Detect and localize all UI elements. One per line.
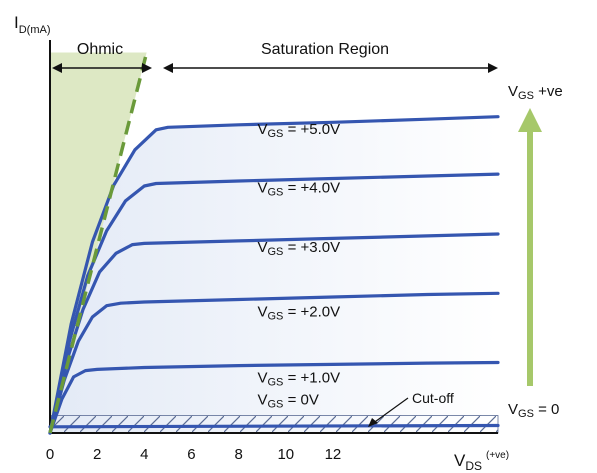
cutoff-pointer-head (368, 418, 378, 427)
curve-label: VGS = 0V (257, 392, 318, 411)
curves (48, 115, 500, 435)
x-axis-label: VDS(+ve) (454, 450, 509, 473)
curve-line (48, 115, 500, 435)
x-tick-label: 0 (46, 446, 54, 463)
curve-labels: VGS = 0V VGS = +1.0V VGS = +2.0V VGS = +3.0… (257, 121, 340, 411)
curve-label: VGS = +1.0V (257, 370, 340, 389)
x-tick-label: 8 (234, 446, 242, 463)
cutoff-pointer (371, 397, 409, 425)
curve-line (48, 172, 500, 435)
y-axis-label: ID(mA) (14, 13, 51, 36)
x-tick-label: 4 (140, 446, 148, 463)
curve-label: VGS = +2.0V (257, 303, 340, 322)
curve-label: VGS = +4.0V (257, 180, 340, 199)
curve-line (48, 423, 500, 429)
curve-label: VGS = +3.0V (257, 239, 340, 258)
x-tick-label: 6 (187, 446, 195, 463)
x-tick-label: 10 (277, 446, 294, 463)
x-tick-label: 12 (325, 446, 342, 463)
curve-label: VGS = +5.0V (257, 121, 340, 140)
vgs-arrow-head (518, 108, 542, 132)
ohmic-label: Ohmic (77, 41, 123, 58)
cutoff-label: Cut-off (412, 390, 454, 406)
saturation-span-arrow (163, 63, 498, 73)
x-tick-labels: 0 2 4 6 8 10 12 (46, 446, 341, 463)
x-tick-label: 2 (93, 446, 101, 463)
vgs-bottom-label: VGS = 0 (508, 401, 559, 420)
saturation-region-label: Saturation Region (261, 41, 389, 58)
curve-line (48, 232, 500, 435)
ohmic-span-arrow (52, 63, 152, 73)
curve-line (48, 360, 500, 435)
saturation-region-fill (50, 116, 498, 433)
vgs-top-label: VGS +ve (508, 83, 563, 102)
curve-line (48, 291, 500, 435)
